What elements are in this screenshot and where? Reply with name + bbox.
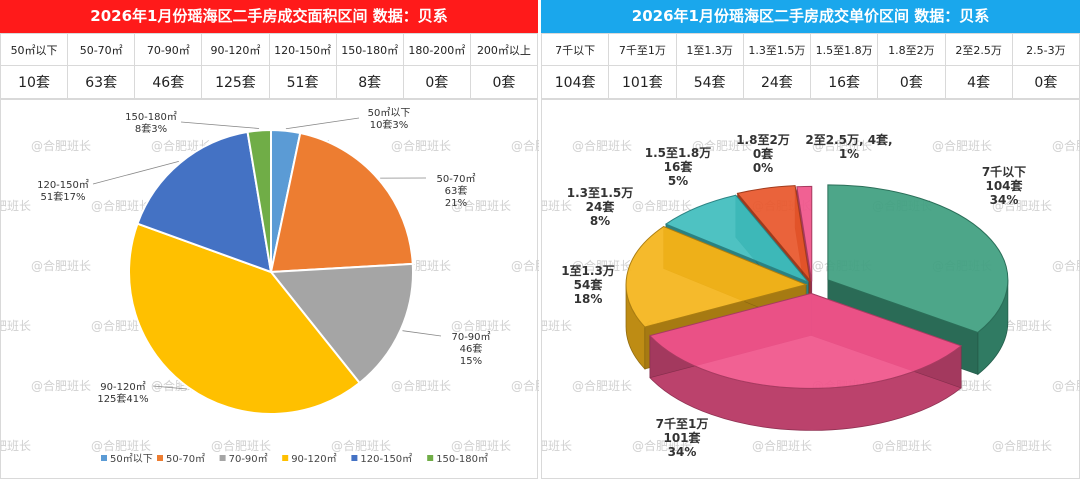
watermark-text: @合肥班长: [511, 258, 539, 273]
price-header-cell: 7千以下: [542, 34, 609, 66]
leader-line-2: [402, 331, 441, 336]
watermark-text: @合肥班长: [391, 138, 451, 153]
watermark-text: @合肥班长: [932, 138, 992, 153]
watermark-text: @合肥班长: [1052, 378, 1080, 393]
area-header-cell: 70-90㎡: [135, 34, 202, 66]
watermark-text: @合肥班长: [211, 438, 271, 453]
legend-label-3: 90-120㎡: [291, 453, 336, 465]
price-pie-chart: @合肥班长 @合肥班长 @合肥班长 @合肥班长 @合肥班长 @合肥班长 @合肥班长 @合肥班长…: [541, 99, 1080, 479]
price-header-cell: 1.8至2万: [878, 34, 945, 66]
area-panel: 2026年1月份瑶海区二手房成交面积区间 数据：贝系 50㎡以下 50-70㎡ …: [0, 0, 538, 479]
price-panel: 2026年1月份瑶海区二手房成交单价区间 数据：贝系 7千以下 7千至1万 1至…: [541, 0, 1080, 479]
area-header-cell: 50-70㎡: [68, 34, 135, 66]
area-value-cell: 0套: [403, 66, 470, 99]
area-header-cell: 120-150㎡: [269, 34, 336, 66]
price-value-cell: 54套: [676, 66, 743, 99]
price-header-cell: 1至1.3万: [676, 34, 743, 66]
watermark-text: @合肥班长: [542, 438, 572, 453]
area-header-cell: 50㎡以下: [1, 34, 68, 66]
watermark-text: @合肥班长: [542, 318, 572, 333]
area-value-cell: 63套: [68, 66, 135, 99]
watermark-text: @合肥班长: [1, 318, 31, 333]
area-value-cell: 8套: [336, 66, 403, 99]
area-header-cell: 180-200㎡: [403, 34, 470, 66]
area-value-cell: 125套: [202, 66, 269, 99]
watermark-text: @合肥班长: [511, 378, 539, 393]
watermark-text: @合肥班长: [31, 258, 91, 273]
price-value-cell: 4套: [945, 66, 1012, 99]
legend-label-2: 70-90㎡: [229, 453, 268, 465]
leader-line-5: [181, 122, 259, 128]
price-header-cell: 2.5-3万: [1012, 34, 1079, 66]
watermark-text: @合肥班长: [511, 138, 539, 153]
legend-label-1: 50-70㎡: [166, 453, 205, 465]
price-table: 7千以下 7千至1万 1至1.3万 1.3至1.5万 1.5至1.8万 1.8至…: [541, 33, 1080, 99]
watermark-text: @合肥班长: [992, 438, 1052, 453]
price-value-cell: 0套: [878, 66, 945, 99]
area-pie-chart: @合肥班长 @合肥班长 @合肥班长 @合肥班长 @合肥班长 @合肥班长 @合肥班长 @合肥班长…: [0, 99, 538, 479]
watermark-text: @合肥班长: [542, 198, 572, 213]
price-value-cell: 0套: [1012, 66, 1079, 99]
price-value-cell: 16套: [811, 66, 878, 99]
watermark-text: @合肥班长: [572, 378, 632, 393]
watermark-text: @合肥班长: [872, 438, 932, 453]
legend-swatch-1: [157, 455, 163, 461]
legend-swatch-0: [101, 455, 107, 461]
price-value-cell: 101套: [609, 66, 676, 99]
legend-swatch-2: [220, 455, 226, 461]
area-pie-svg: @合肥班长 @合肥班长 @合肥班长 @合肥班长 @合肥班长 @合肥班长 @合肥班长 @合肥班长…: [1, 100, 539, 480]
watermark-text: @合肥班长: [1052, 258, 1080, 273]
area-header-cell: 200㎡以上: [470, 34, 537, 66]
area-value-cell: 51套: [269, 66, 336, 99]
watermark-text: @合肥班长: [752, 438, 812, 453]
legend-label-4: 120-150㎡: [360, 453, 412, 465]
watermark-text: @合肥班长: [451, 438, 511, 453]
legend-swatch-4: [351, 455, 357, 461]
legend-swatch-3: [282, 455, 288, 461]
watermark-text: @合肥班长: [1, 438, 31, 453]
pie3d-label-6: 2至2.5万, 4套,1%: [805, 132, 892, 161]
watermark-text: @合肥班长: [31, 378, 91, 393]
price-title: 2026年1月份瑶海区二手房成交单价区间 数据：贝系: [541, 0, 1080, 33]
watermark-text: @合肥班长: [1, 198, 31, 213]
area-table: 50㎡以下 50-70㎡ 70-90㎡ 90-120㎡ 120-150㎡ 150…: [0, 33, 538, 99]
price-header-cell: 7千至1万: [609, 34, 676, 66]
legend-label-5: 150-180㎡: [436, 453, 488, 465]
leader-line-0: [286, 118, 359, 129]
watermark-text: @合肥班长: [31, 138, 91, 153]
watermark-text: @合肥班长: [91, 438, 151, 453]
area-value-cell: 46套: [135, 66, 202, 99]
watermark-text: @合肥班长: [451, 318, 511, 333]
price-value-cell: 104套: [542, 66, 609, 99]
area-header-cell: 90-120㎡: [202, 34, 269, 66]
area-value-cell: 0套: [470, 66, 537, 99]
area-header-cell: 150-180㎡: [336, 34, 403, 66]
price-pie-svg: @合肥班长 @合肥班长 @合肥班长 @合肥班长 @合肥班长 @合肥班长 @合肥班长 @合肥班长…: [542, 100, 1080, 480]
watermark-text: @合肥班长: [1052, 138, 1080, 153]
watermark-text: @合肥班长: [391, 378, 451, 393]
legend-swatch-5: [427, 455, 433, 461]
area-value-cell: 10套: [1, 66, 68, 99]
watermark-text: @合肥班长: [572, 138, 632, 153]
price-value-cell: 24套: [743, 66, 810, 99]
area-title: 2026年1月份瑶海区二手房成交面积区间 数据：贝系: [0, 0, 538, 33]
price-header-cell: 2至2.5万: [945, 34, 1012, 66]
price-header-cell: 1.3至1.5万: [743, 34, 810, 66]
price-header-cell: 1.5至1.8万: [811, 34, 878, 66]
legend-label-0: 50㎡以下: [110, 453, 153, 465]
watermark-text: @合肥班长: [632, 198, 692, 213]
watermark-text: @合肥班长: [331, 438, 391, 453]
